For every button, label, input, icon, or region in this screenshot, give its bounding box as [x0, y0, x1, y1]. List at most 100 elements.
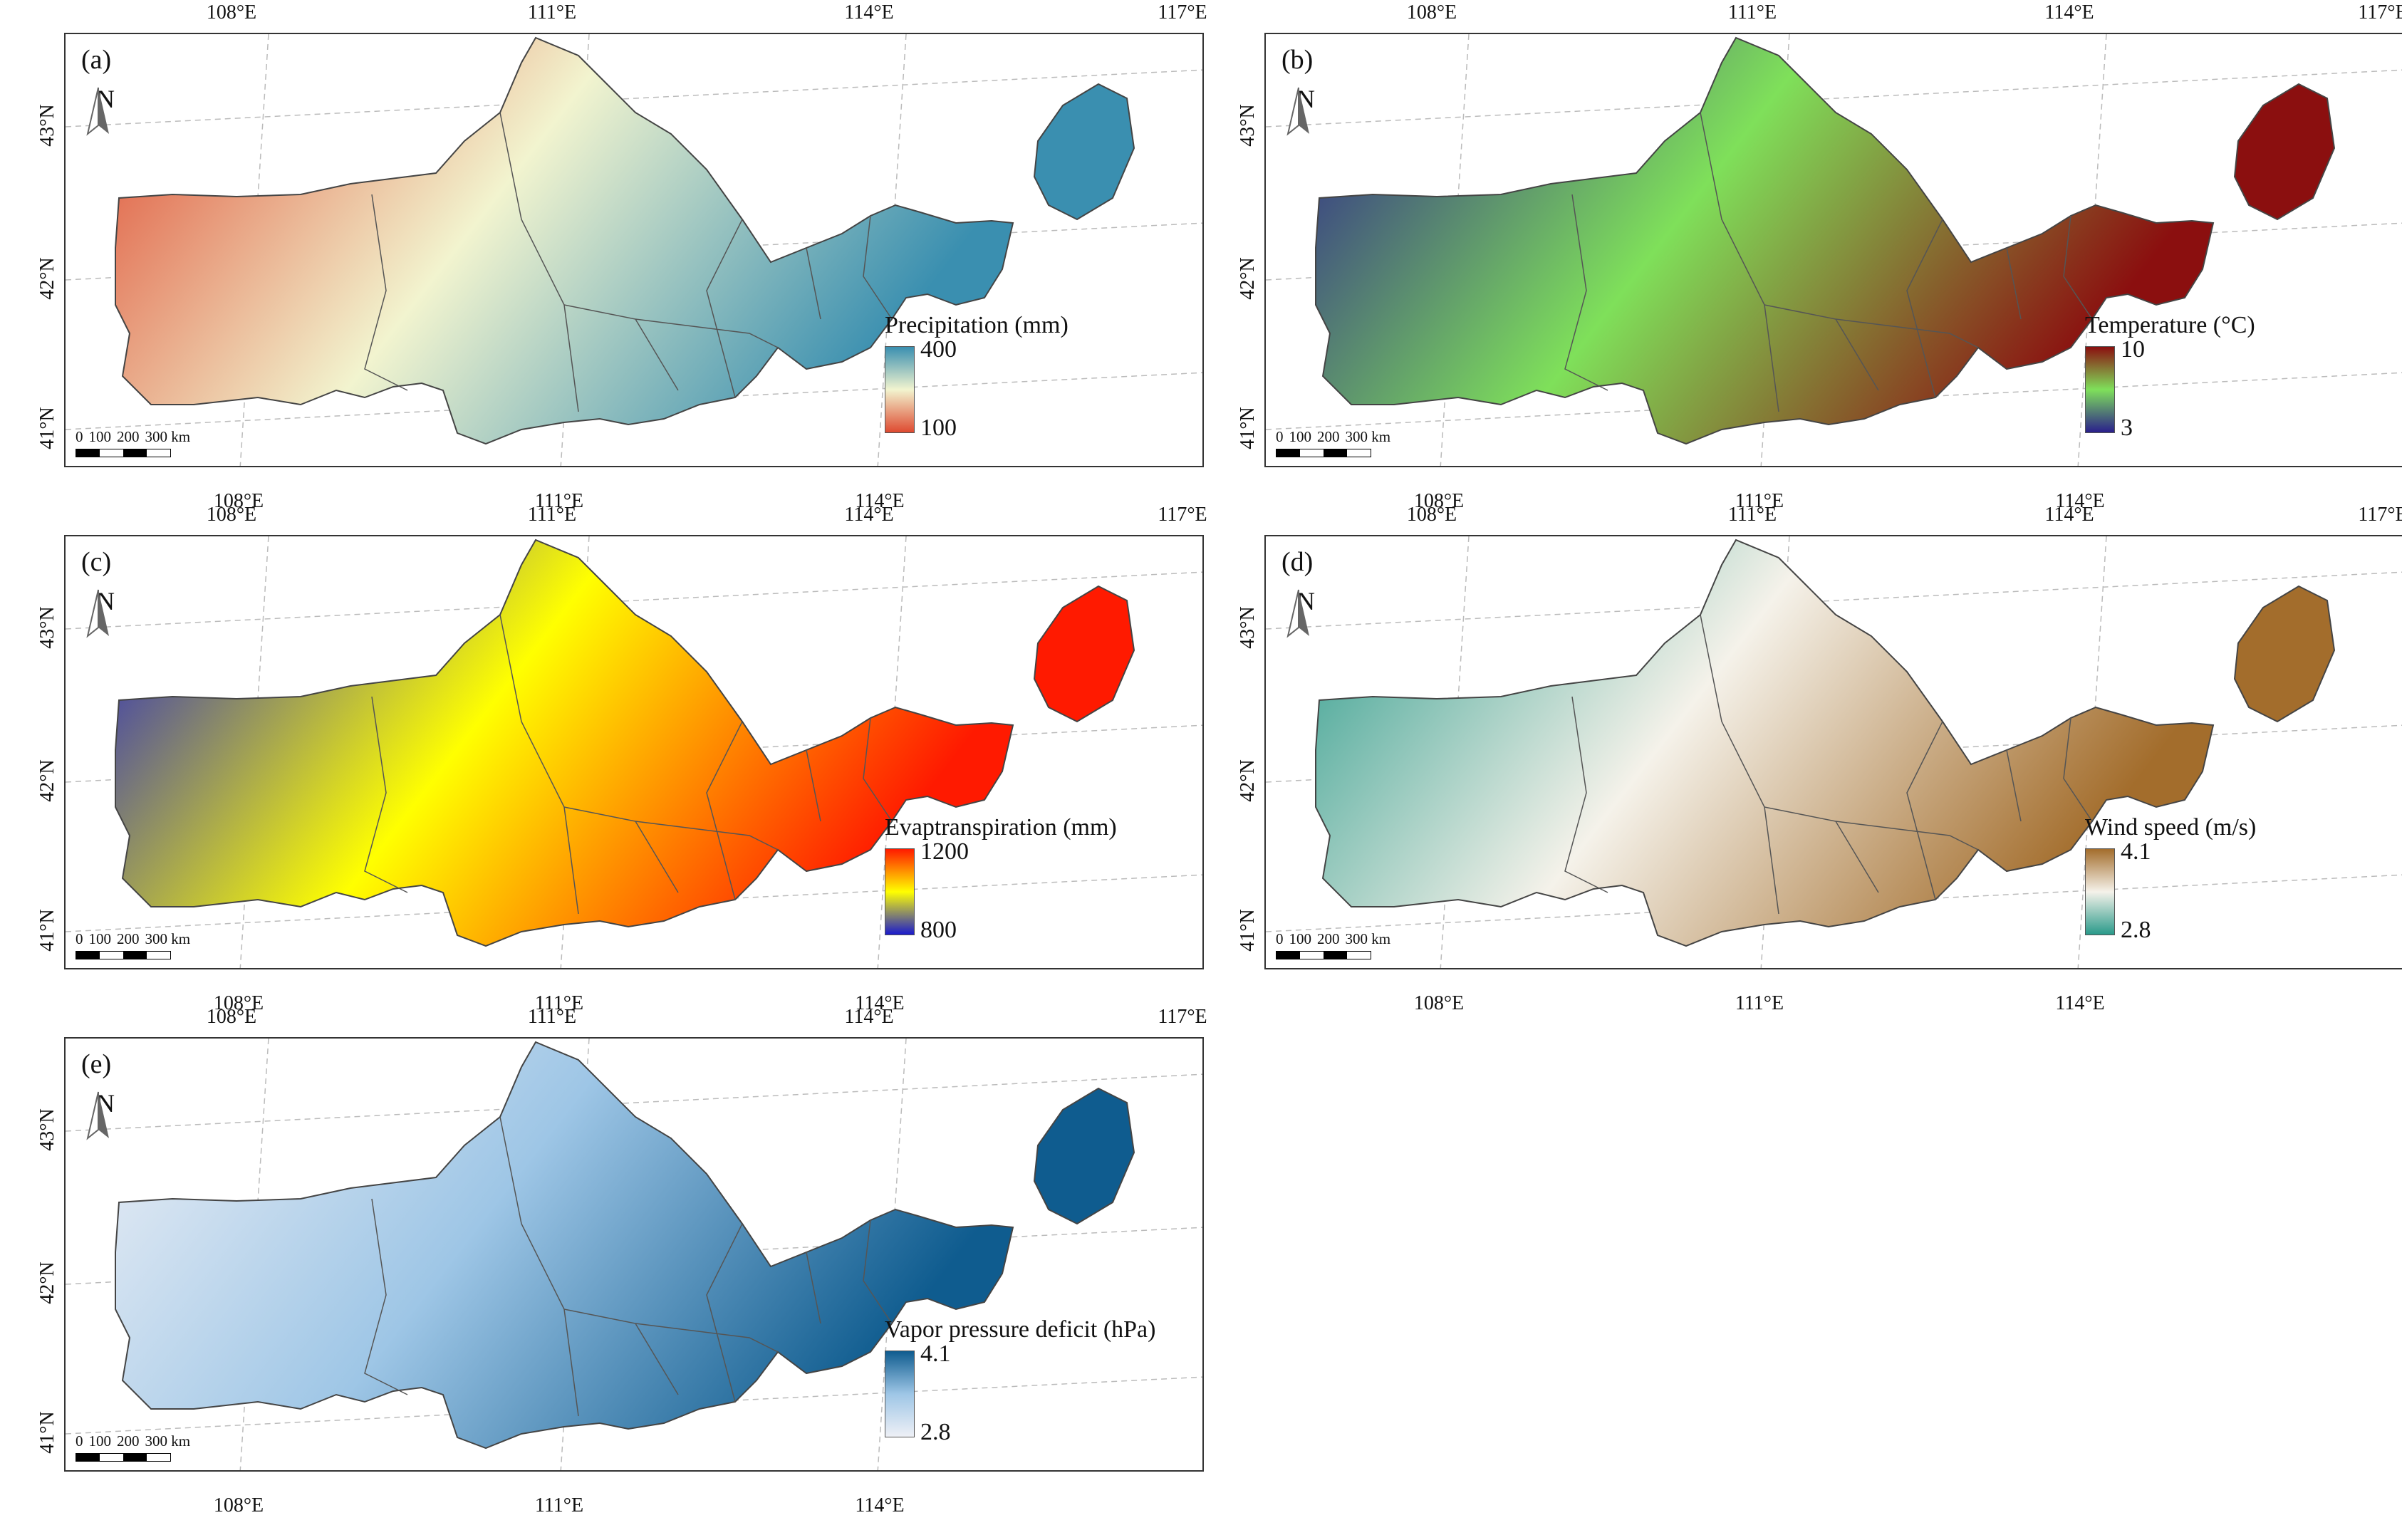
- compass-icon: [86, 589, 109, 638]
- map-svg: [66, 536, 1202, 968]
- legend: Wind speed (m/s) 4.1 2.8: [2085, 814, 2257, 943]
- study-area-east-region: [2233, 83, 2336, 221]
- lon-tick-top: 117°E: [2358, 504, 2402, 526]
- panel-c: 108°E 111°E 114°E 117°E 108°E 111°E 114°E 43°N 4…: [32, 502, 1207, 1014]
- lon-tick-bottom: 114°E: [2055, 490, 2105, 512]
- scale-segment: [147, 952, 170, 959]
- graticule-line: [2077, 34, 2107, 466]
- legend: Vapor pressure deficit (hPa) 4.1 2.8: [885, 1316, 1155, 1445]
- panel-d: 108°E 111°E 114°E 117°E 108°E 111°E 114°E 43°N 4…: [1232, 502, 2402, 1014]
- lon-tick-top: 114°E: [844, 504, 894, 526]
- study-area-region: [1315, 539, 2215, 947]
- scale-tick-label: 200: [117, 1432, 140, 1450]
- legend-body: 10 3: [2085, 336, 2255, 441]
- scale-labels: 0 100 200 300 km: [76, 1432, 196, 1450]
- color-ramp: [885, 346, 915, 433]
- lon-tick-top: 114°E: [2044, 504, 2094, 526]
- scale-segments: [1276, 449, 1371, 457]
- legend-body: 400 100: [885, 336, 1069, 441]
- lon-tick-bottom: 111°E: [1735, 992, 1784, 1014]
- scale-tick-label: 100: [88, 1432, 112, 1450]
- panel-a: 108°E 111°E 114°E 117°E 108°E 111°E 114°E 43°N 4…: [32, 0, 1207, 512]
- graticule-line: [2077, 536, 2107, 968]
- map-frame: (a) N 0 100 200 300 km Precipitation (mm) 400 10…: [64, 33, 1204, 467]
- legend-min: 2.8: [2121, 917, 2151, 943]
- scale-tick-label: 300 km: [145, 428, 191, 445]
- legend-title: Evaptranspiration (mm): [885, 814, 1117, 841]
- scale-segment: [147, 1454, 170, 1461]
- scale-tick-label: 100: [88, 930, 112, 947]
- graticule-line: [877, 34, 907, 466]
- study-area-region: [115, 539, 1014, 947]
- scale-labels: 0 100 200 300 km: [1276, 930, 1396, 948]
- lat-tick-left: 43°N: [1237, 104, 1259, 147]
- lon-tick-top: 117°E: [2358, 1, 2402, 24]
- scale-tick-label: 0: [76, 1432, 83, 1450]
- legend-body: 1200 800: [885, 838, 1117, 943]
- north-arrow: N: [1277, 84, 1334, 136]
- scale-bar: 0 100 200 300 km: [1276, 930, 1396, 959]
- lon-tick-bottom: 111°E: [534, 1494, 584, 1516]
- lat-tick-left: 43°N: [1237, 606, 1259, 649]
- graticule-line: [66, 1073, 1202, 1132]
- scale-tick-label: 100: [88, 428, 112, 445]
- scale-segment: [1277, 449, 1300, 457]
- north-arrow: N: [77, 84, 134, 136]
- panel-e: 108°E 111°E 114°E 117°E 108°E 111°E 114°E 43°N 4…: [32, 1004, 1207, 1516]
- map-frame: (e) N 0 100 200 300 km Vapor pressure deficit …: [64, 1037, 1204, 1472]
- legend-title: Wind speed (m/s): [2085, 814, 2257, 841]
- legend-min: 800: [920, 917, 957, 943]
- lat-tick-left: 43°N: [36, 104, 58, 147]
- lat-tick-left: 42°N: [1237, 257, 1259, 300]
- map-frame: (d) N 0 100 200 300 km Wind speed (m/s) 4.1 2.8: [1264, 535, 2402, 969]
- lat-tick-left: 41°N: [36, 909, 58, 952]
- lon-tick-top: 114°E: [2044, 1, 2094, 24]
- lat-tick-left: 41°N: [1237, 407, 1259, 449]
- lon-tick-top: 117°E: [1158, 504, 1207, 526]
- graticule-line: [66, 571, 1202, 630]
- scale-labels: 0 100 200 300 km: [76, 428, 196, 446]
- map-svg: [1266, 536, 2402, 968]
- color-ramp: [885, 1351, 915, 1437]
- scale-labels: 0 100 200 300 km: [1276, 428, 1396, 446]
- scale-segment: [1277, 952, 1300, 959]
- scale-segments: [76, 951, 171, 959]
- county-borders: [364, 614, 893, 915]
- legend-min: 2.8: [920, 1419, 951, 1445]
- panel-label: (a): [81, 45, 112, 75]
- scale-tick-label: 200: [117, 930, 140, 947]
- legend-body: 4.1 2.8: [2085, 838, 2256, 943]
- graticule-line: [1266, 69, 2402, 128]
- lon-tick-bottom: 114°E: [855, 1494, 905, 1516]
- lon-tick-bottom: 114°E: [855, 490, 905, 512]
- color-ramp: [2085, 346, 2115, 433]
- color-ramp: [2085, 848, 2115, 935]
- lat-tick-left: 41°N: [1237, 909, 1259, 952]
- study-area-east-region: [1033, 83, 1135, 221]
- scale-segment: [1347, 952, 1371, 959]
- legend: Precipitation (mm) 400 100: [885, 312, 1069, 441]
- scale-segments: [76, 1453, 171, 1462]
- lon-tick-top: 108°E: [1406, 1, 1457, 24]
- scale-bar: 0 100 200 300 km: [76, 428, 196, 457]
- panel-b: 108°E 111°E 114°E 117°E 108°E 111°E 114°E 43°N 4…: [1232, 0, 2402, 512]
- lon-tick-bottom: 114°E: [855, 992, 905, 1014]
- study-area-east-region: [2233, 585, 2336, 723]
- lon-tick-bottom: 108°E: [1413, 992, 1465, 1014]
- legend: Evaptranspiration (mm) 1200 800: [885, 814, 1117, 943]
- graticule-line: [877, 1039, 907, 1470]
- study-area-east-region: [1033, 1087, 1135, 1225]
- lat-tick-left: 42°N: [36, 759, 58, 802]
- legend-max: 400: [920, 336, 957, 363]
- legend-max: 1200: [920, 838, 969, 865]
- lon-tick-bottom: 108°E: [213, 992, 264, 1014]
- study-area-region: [115, 1041, 1014, 1450]
- scale-tick-label: 200: [117, 428, 140, 445]
- scale-segment: [76, 449, 100, 457]
- lon-tick-top: 117°E: [1158, 1, 1207, 24]
- scale-segment: [1300, 952, 1324, 959]
- panel-label: (e): [81, 1049, 112, 1079]
- panel-label: (d): [1281, 547, 1314, 577]
- study-area-east-region: [1033, 585, 1135, 723]
- scale-tick-label: 300 km: [145, 1432, 191, 1450]
